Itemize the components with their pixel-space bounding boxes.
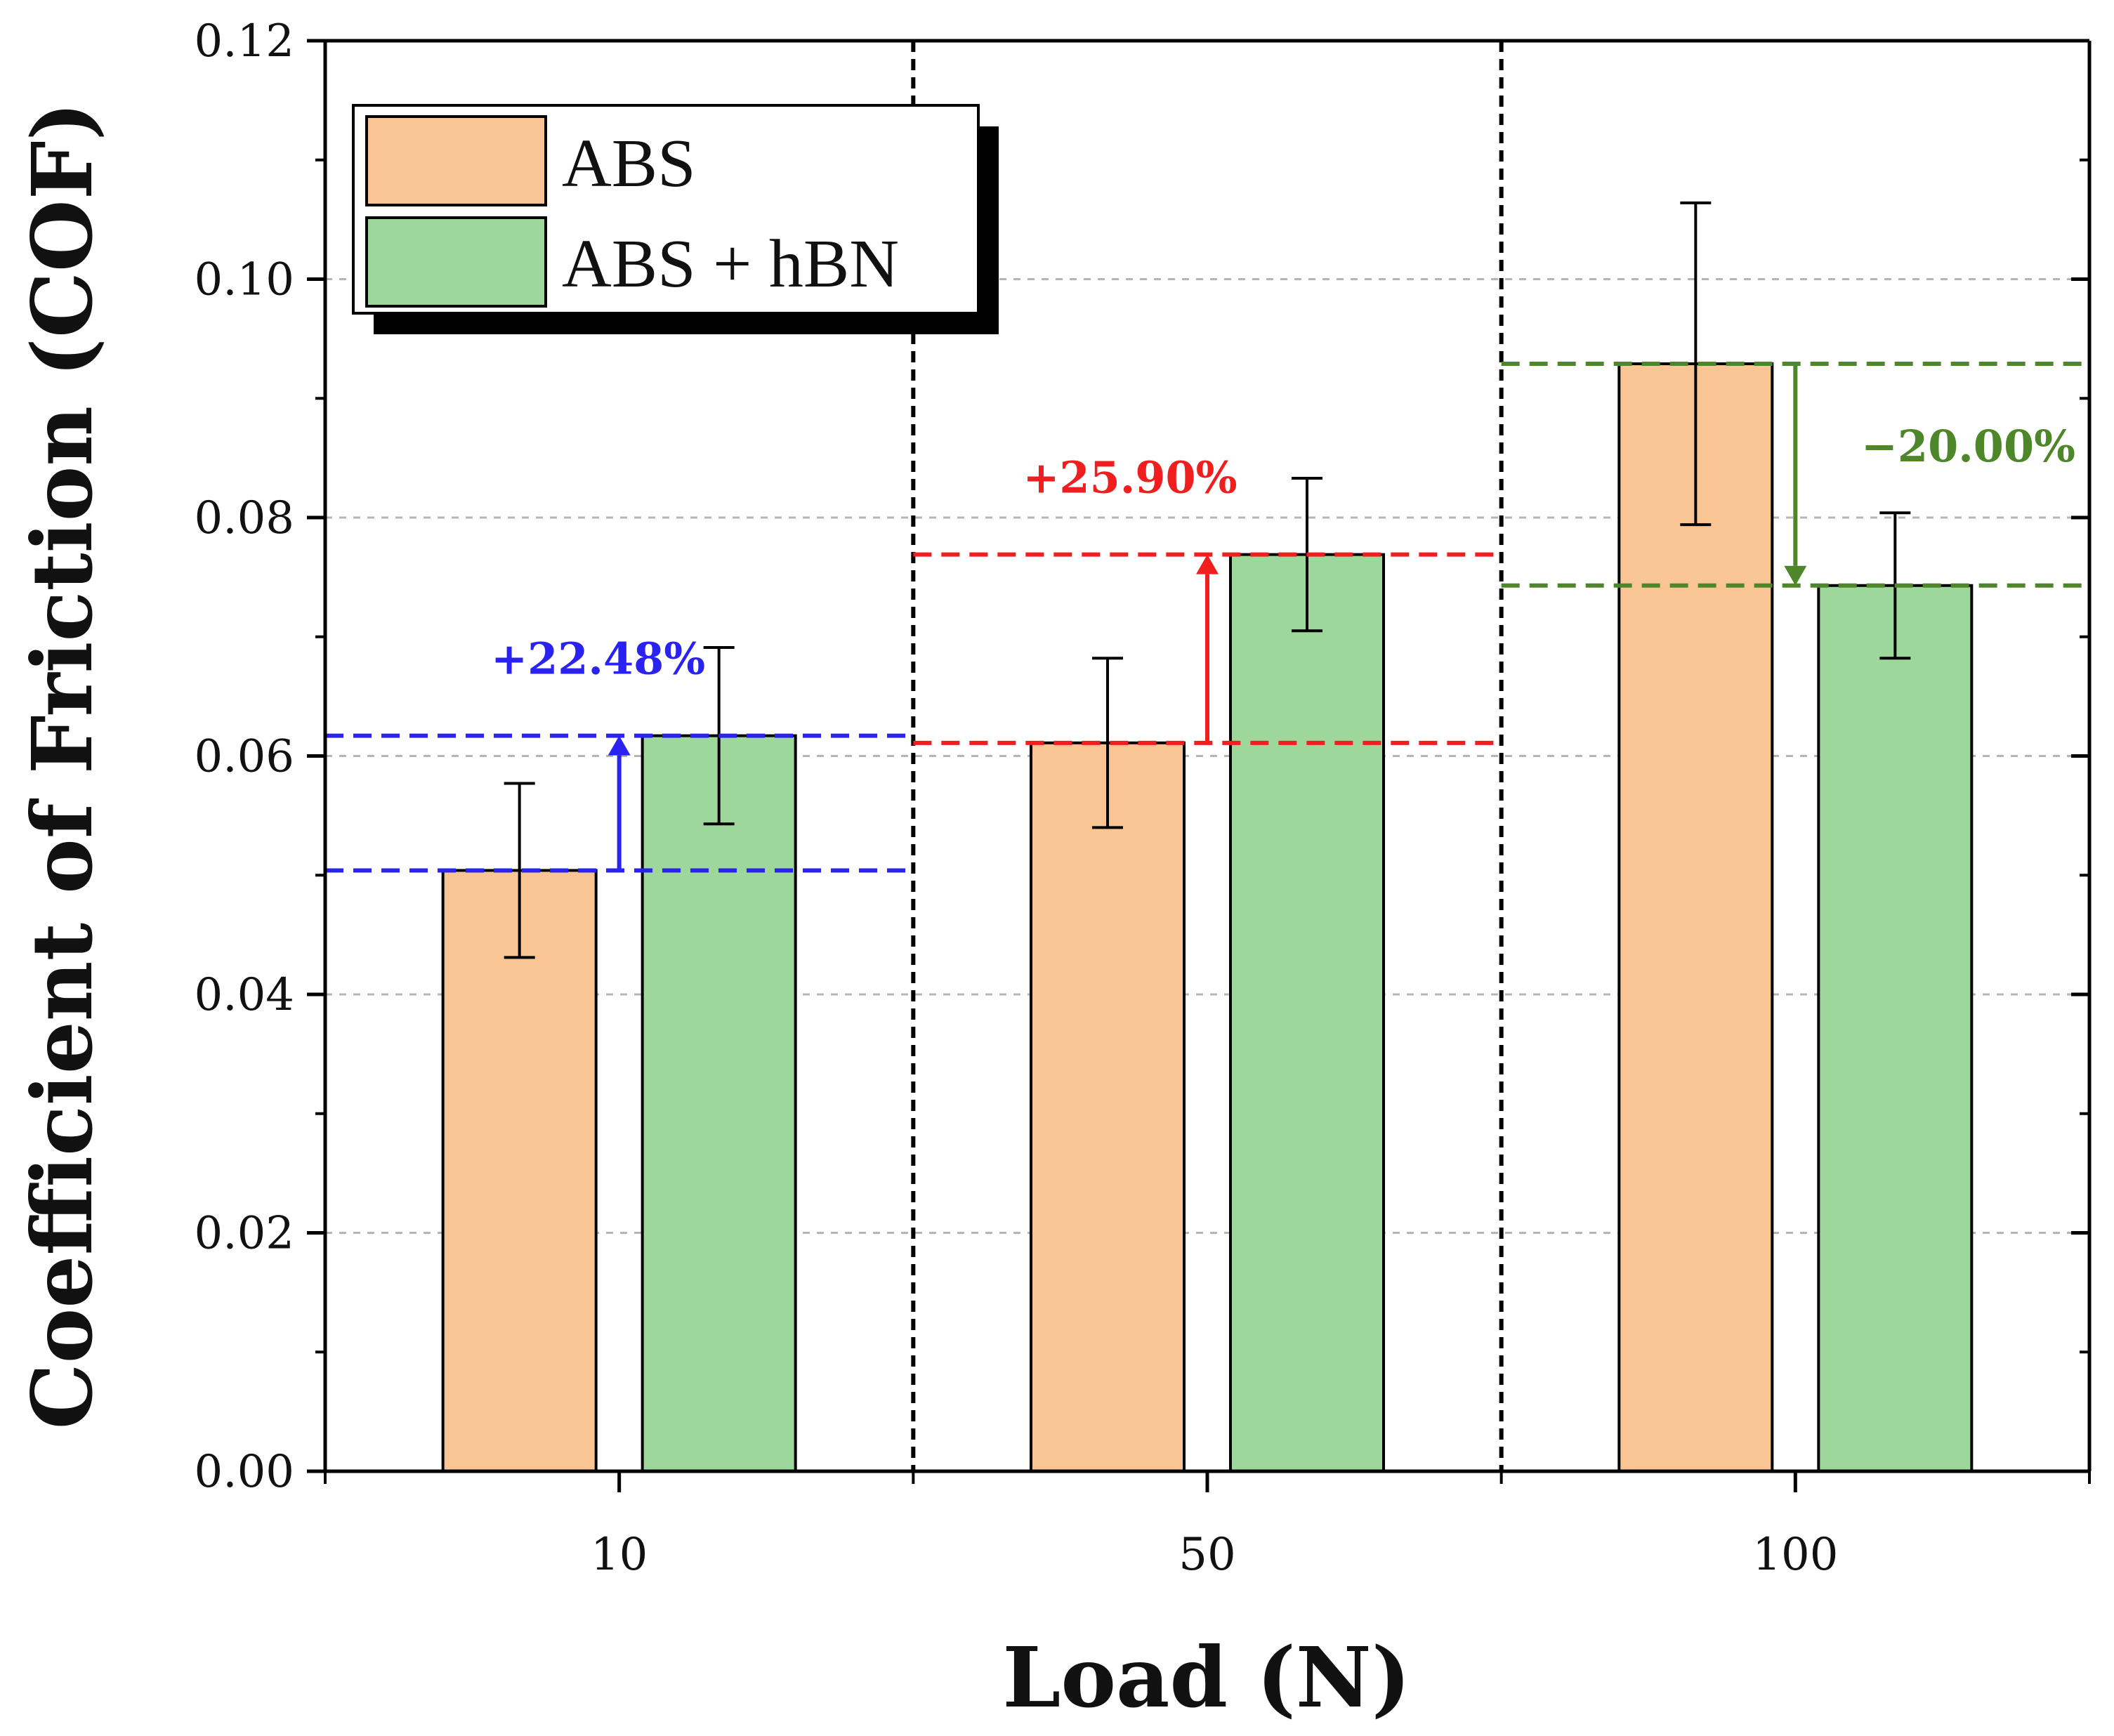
bar-abs-10 — [441, 869, 598, 1473]
annotation-label-2: −20.00% — [1861, 421, 2075, 472]
bar-abs-50 — [1030, 741, 1186, 1473]
annotation-arrow-head-1 — [1196, 554, 1219, 574]
y-tick-label-0: 0.00 — [195, 1446, 295, 1498]
x-tick-label-10: 10 — [591, 1529, 648, 1581]
annotation-arrow-head-2 — [1784, 565, 1807, 586]
legend: ABS ABS + hBN — [352, 104, 999, 334]
y-tick-label-3: 0.06 — [195, 731, 295, 783]
bar-abs-hbn-10 — [641, 734, 797, 1473]
y-tick-label-5: 0.10 — [195, 254, 295, 306]
x-axis-title: Load (N) — [1002, 1629, 1410, 1726]
legend-swatch-abs-hbn — [365, 216, 547, 308]
bar-abs-hbn-100 — [1817, 584, 1974, 1473]
axes-layer: 0.00 0.02 0.04 0.06 0.08 0.10 0.12 10 50 100 — [195, 15, 2092, 1581]
y-tick-label-1: 0.02 — [195, 1208, 295, 1260]
bars-layer — [441, 201, 1974, 1473]
annotation-layer: +22.48% +25.90% −20.00% — [325, 362, 2089, 873]
y-tick-label-2: 0.04 — [195, 969, 295, 1021]
bar-abs-hbn-50 — [1229, 553, 1385, 1473]
annotation-label-1: +25.90% — [1023, 452, 1237, 503]
annotation-arrow-head-0 — [608, 735, 631, 756]
y-axis-title: Coefficient of Friction (COF) — [13, 102, 111, 1430]
legend-swatch-abs — [365, 115, 547, 206]
legend-label-abs: ABS — [562, 126, 696, 202]
legend-label-abs-hbn: ABS + hBN — [562, 226, 899, 302]
y-tick-label-4: 0.08 — [195, 492, 295, 544]
x-tick-label-100: 100 — [1752, 1529, 1838, 1581]
x-tick-label-50: 50 — [1179, 1529, 1235, 1581]
annotation-label-0: +22.48% — [491, 633, 705, 684]
y-tick-label-6: 0.12 — [195, 15, 295, 67]
bar-abs-100 — [1617, 362, 1774, 1473]
